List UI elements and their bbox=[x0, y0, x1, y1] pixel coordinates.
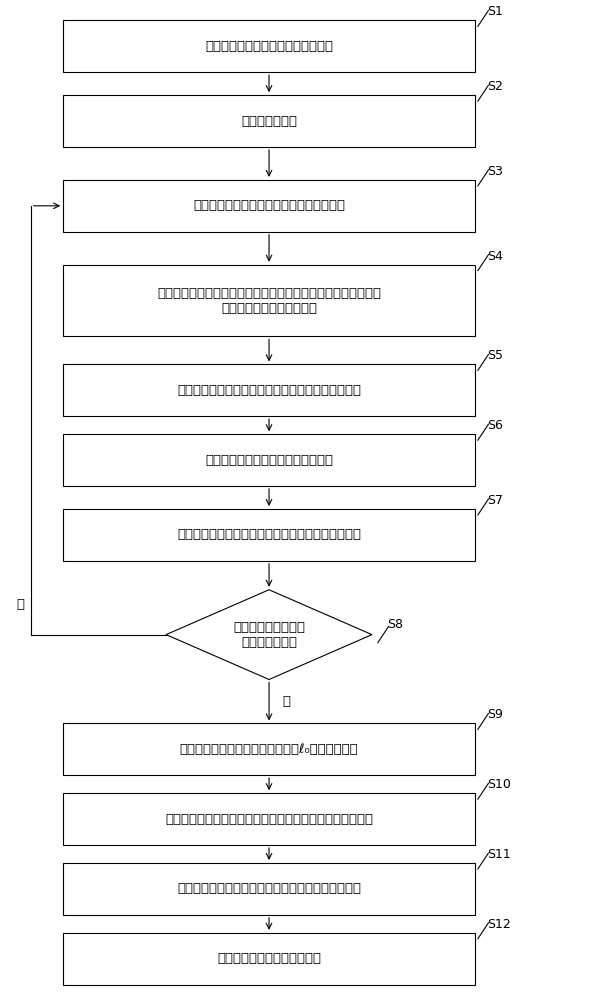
FancyBboxPatch shape bbox=[63, 863, 475, 915]
Polygon shape bbox=[166, 590, 372, 680]
Text: S1: S1 bbox=[486, 5, 502, 18]
Text: 对标签向量建立随机马尔可夫场模型，更新标签向量: 对标签向量建立随机马尔可夫场模型，更新标签向量 bbox=[177, 528, 361, 541]
Text: S9: S9 bbox=[486, 708, 502, 721]
FancyBboxPatch shape bbox=[63, 180, 475, 232]
FancyBboxPatch shape bbox=[63, 364, 475, 416]
Text: 初始化标签向量: 初始化标签向量 bbox=[241, 115, 297, 128]
Text: S3: S3 bbox=[486, 165, 502, 178]
Text: S10: S10 bbox=[486, 778, 511, 791]
Text: S11: S11 bbox=[486, 848, 511, 861]
FancyBboxPatch shape bbox=[63, 95, 475, 147]
FancyBboxPatch shape bbox=[63, 933, 475, 985]
Text: 否: 否 bbox=[16, 598, 24, 611]
Text: S7: S7 bbox=[486, 494, 503, 507]
Text: 求解测试样本图像的未遮挡部分的局部约束编码系数: 求解测试样本图像的未遮挡部分的局部约束编码系数 bbox=[177, 384, 361, 397]
Text: 提取测试样本图像及学习字典的未遮挡区域: 提取测试样本图像及学习字典的未遮挡区域 bbox=[193, 199, 345, 212]
FancyBboxPatch shape bbox=[63, 434, 475, 486]
FancyBboxPatch shape bbox=[63, 509, 475, 561]
Text: 求解测试样本图像的未遮挡部分的ℓ₀约束编码系数: 求解测试样本图像的未遮挡部分的ℓ₀约束编码系数 bbox=[180, 743, 358, 756]
FancyBboxPatch shape bbox=[63, 20, 475, 72]
Text: 是: 是 bbox=[282, 695, 291, 708]
Text: S4: S4 bbox=[486, 250, 502, 263]
FancyBboxPatch shape bbox=[63, 723, 475, 775]
Text: S6: S6 bbox=[486, 419, 502, 432]
Text: 算法是否收敛或达到
最大迭代次数？: 算法是否收敛或达到 最大迭代次数？ bbox=[233, 621, 305, 649]
Text: S12: S12 bbox=[486, 918, 511, 931]
Text: 输出测试样本图像的识别结果: 输出测试样本图像的识别结果 bbox=[217, 952, 321, 965]
Text: S5: S5 bbox=[486, 349, 503, 362]
Text: 计算测试样本图像的未遮挡区域与学习字典的未遮挡区域之间的
相似性，并生成相似性字典: 计算测试样本图像的未遮挡区域与学习字典的未遮挡区域之间的 相似性，并生成相似性字… bbox=[157, 287, 381, 315]
FancyBboxPatch shape bbox=[63, 793, 475, 845]
Text: S2: S2 bbox=[486, 80, 502, 93]
Text: 选择具有最小重构误差的类作为测试样本图像的类别: 选择具有最小重构误差的类作为测试样本图像的类别 bbox=[177, 882, 361, 895]
Text: 获取测试人脸样本及标准化学习字典: 获取测试人脸样本及标准化学习字典 bbox=[205, 40, 333, 53]
FancyBboxPatch shape bbox=[63, 265, 475, 336]
Text: 求出对应重构图像与之间的重构误差: 求出对应重构图像与之间的重构误差 bbox=[205, 454, 333, 467]
Text: 逐类求出该类对应的重构图像与原测试图像之间的重构误差: 逐类求出该类对应的重构图像与原测试图像之间的重构误差 bbox=[165, 813, 373, 826]
Text: S8: S8 bbox=[387, 618, 402, 631]
